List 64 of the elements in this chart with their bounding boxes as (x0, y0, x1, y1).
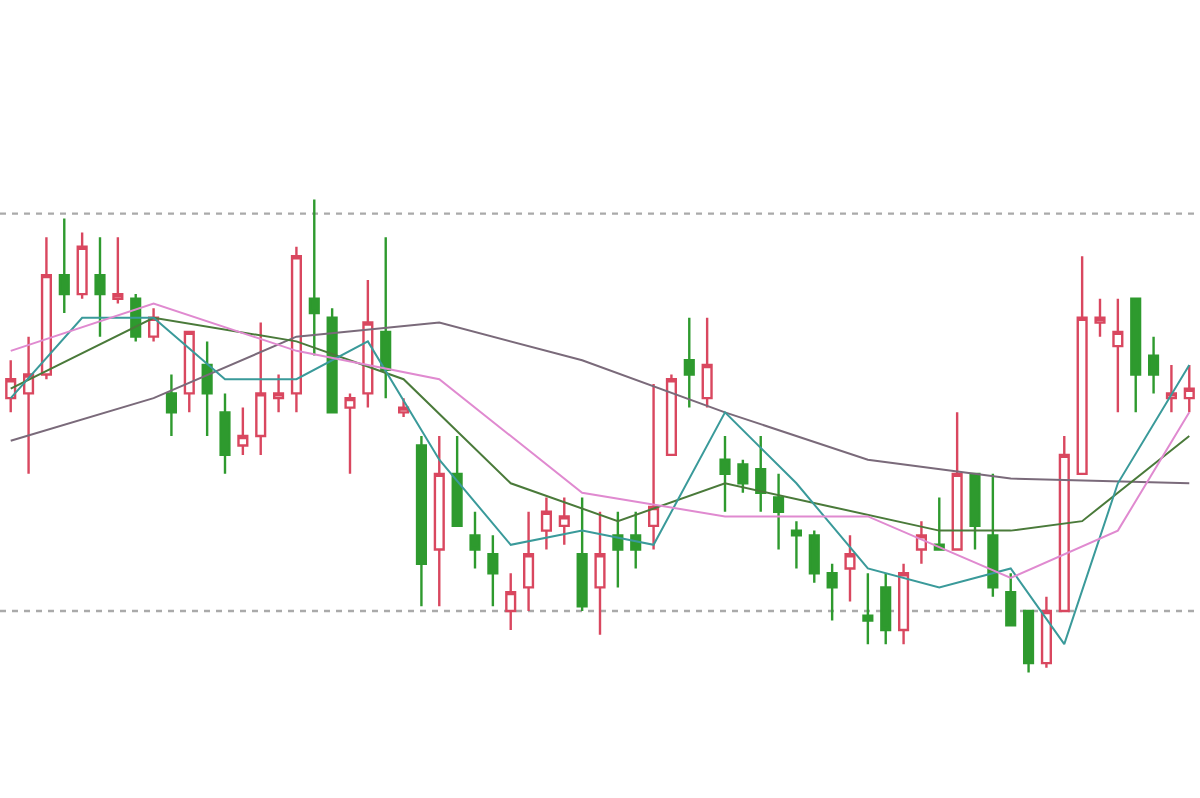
candlestick (1058, 434, 1070, 613)
candlestick (1183, 363, 1195, 414)
candlestick (5, 359, 17, 414)
candlestick (415, 434, 427, 608)
candlestick (665, 373, 677, 457)
candlestick (808, 529, 820, 584)
candlestick (701, 316, 713, 409)
candlestick (290, 245, 302, 414)
candlestick (523, 510, 535, 613)
candlestick (558, 496, 570, 546)
candlestick (112, 236, 124, 305)
candlestick (237, 406, 249, 457)
candlestick (576, 496, 588, 613)
candlestick (1130, 297, 1142, 414)
candlestick (862, 572, 874, 646)
candlestick (987, 472, 999, 599)
candlestick (737, 458, 749, 494)
candlestick (683, 316, 695, 409)
candlestick (487, 534, 499, 608)
candlestick (1094, 297, 1106, 338)
candlestick (469, 510, 481, 570)
candlestick (201, 340, 213, 438)
candlestick (1165, 363, 1177, 414)
candlestick (790, 519, 802, 570)
candlestick (273, 373, 285, 414)
candlestick (1112, 297, 1124, 414)
candlestick (1148, 335, 1160, 395)
candlestick (183, 330, 195, 414)
candlestick (58, 217, 70, 315)
candlestick (898, 562, 910, 646)
candlestick (1005, 572, 1017, 627)
candlestick (630, 510, 642, 570)
candlestick (344, 392, 356, 476)
candlestick (165, 373, 177, 438)
candlestick (1040, 595, 1052, 669)
candlestick (451, 434, 463, 528)
candlestick (308, 198, 320, 357)
candlestick (648, 382, 660, 551)
candlestick (255, 321, 267, 457)
candlestick (219, 392, 231, 476)
candlestick (40, 236, 52, 381)
candlestick (915, 519, 927, 565)
candlestick (380, 236, 392, 400)
candlestick (540, 496, 552, 551)
candlestick (844, 534, 856, 603)
candlestick (951, 411, 963, 551)
candlestick (23, 335, 35, 476)
candlestick (612, 510, 624, 589)
candlestick (1076, 255, 1088, 476)
candlestick (1023, 609, 1035, 674)
candlestick (433, 434, 445, 608)
candlestick (773, 472, 785, 551)
candlestick (826, 562, 838, 622)
candlestick (398, 396, 410, 419)
candlestick (933, 496, 945, 551)
candlestick (969, 472, 981, 551)
candlestick (594, 510, 606, 636)
candlestick (94, 236, 106, 338)
candlestick (326, 307, 338, 414)
candlestick (719, 434, 731, 513)
candlestick (76, 231, 88, 300)
candlestick (880, 572, 892, 646)
candlestick (505, 572, 517, 632)
candlestick (755, 434, 767, 513)
